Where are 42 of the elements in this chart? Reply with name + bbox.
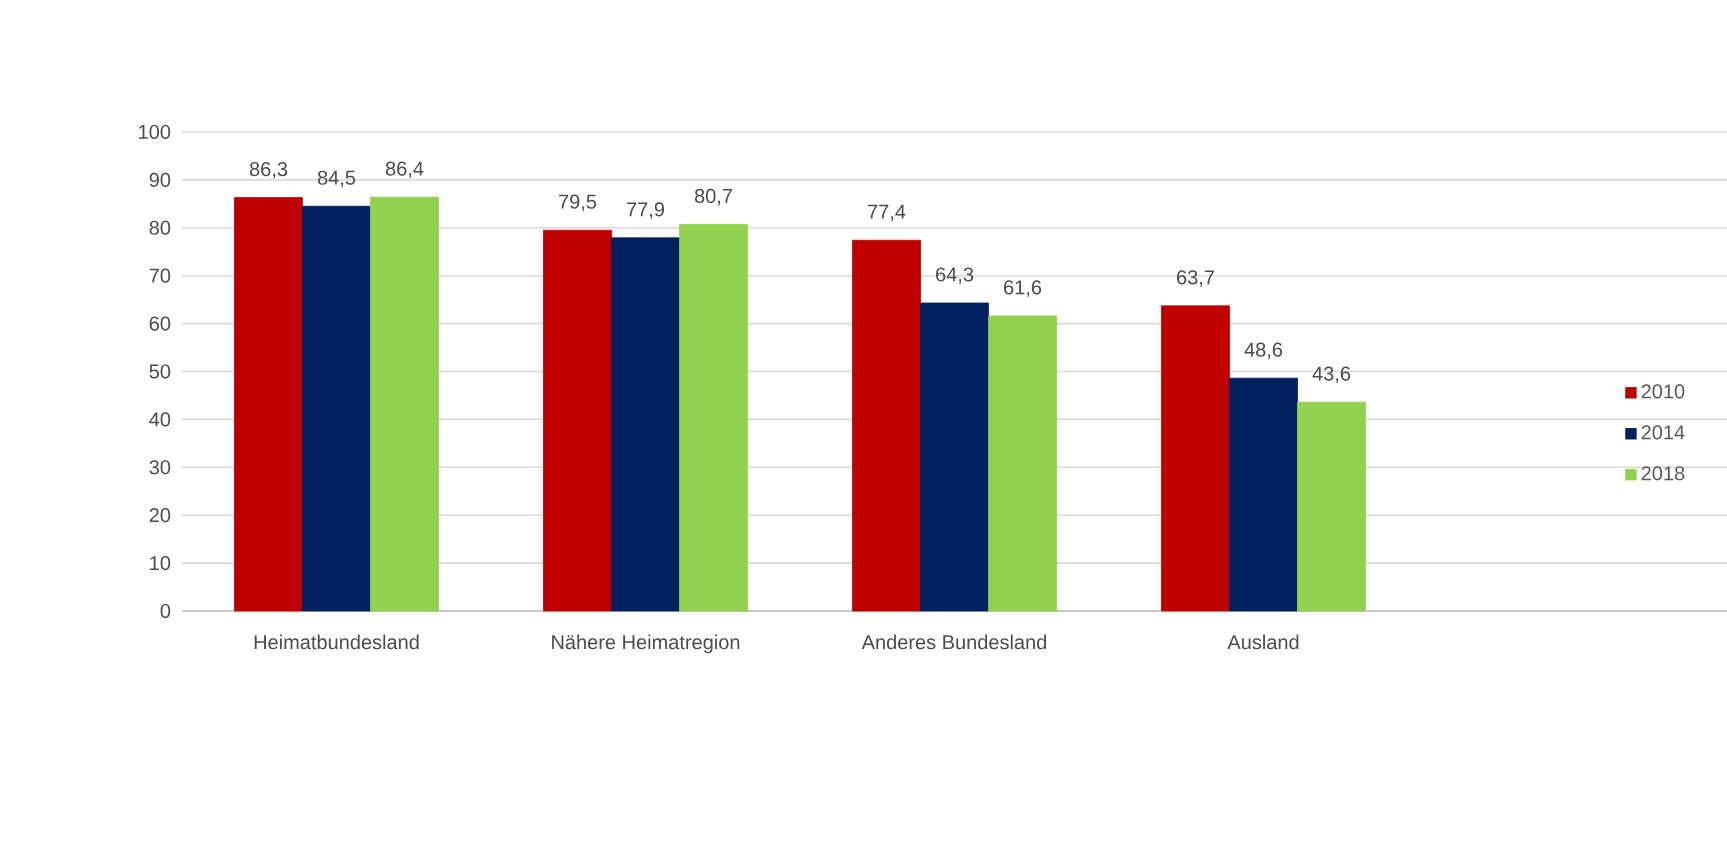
bar [852, 239, 921, 612]
data-label: 86,4 [385, 161, 424, 179]
y-tick-label: 90 [149, 172, 171, 187]
y-tick-label: 10 [150, 556, 171, 571]
data-label: 86,3 [249, 162, 288, 179]
data-label: 77,9 [627, 202, 665, 219]
data-label: 77,4 [868, 204, 906, 222]
bar [988, 315, 1057, 612]
bar [1161, 305, 1230, 612]
x-tick-label: Anderes Bundesland [861, 634, 1047, 650]
data-label: 80,7 [694, 188, 732, 206]
bar [679, 224, 748, 612]
x-tick-label: Nähere Heimatregion [552, 634, 740, 654]
legend-label: 2014 [1641, 425, 1685, 440]
x-tick-label: Heimatbundesland [254, 634, 419, 650]
y-tick-label: 100 [139, 124, 171, 140]
data-label: 61,6 [1004, 280, 1042, 297]
data-label: 64,3 [936, 267, 974, 284]
y-tick-label: 70 [149, 268, 171, 283]
data-label: 43,6 [1312, 366, 1351, 384]
x-tick-label: Ausland [1227, 634, 1299, 650]
y-tick-label: 60 [149, 316, 171, 331]
data-label: 79,5 [559, 194, 597, 212]
y-tick-label: 40 [149, 412, 171, 427]
bar [1229, 377, 1298, 612]
bar [234, 197, 303, 612]
bar [1297, 401, 1366, 612]
y-tick-label: 50 [149, 364, 171, 379]
bar [611, 237, 680, 612]
legend-label: 2010 [1641, 384, 1685, 399]
bar [302, 205, 371, 612]
bar [543, 229, 612, 612]
data-label: 48,6 [1244, 342, 1283, 360]
bar [370, 196, 439, 612]
y-tick-label: 20 [149, 508, 171, 523]
bar [920, 302, 989, 612]
y-tick-label: 80 [149, 220, 171, 235]
y-tick-label: 30 [149, 460, 171, 475]
data-label: 84,5 [317, 170, 356, 188]
data-label: 63,7 [1177, 270, 1214, 287]
legend-label: 2018 [1641, 466, 1685, 481]
y-tick-label: 0 [160, 603, 171, 619]
